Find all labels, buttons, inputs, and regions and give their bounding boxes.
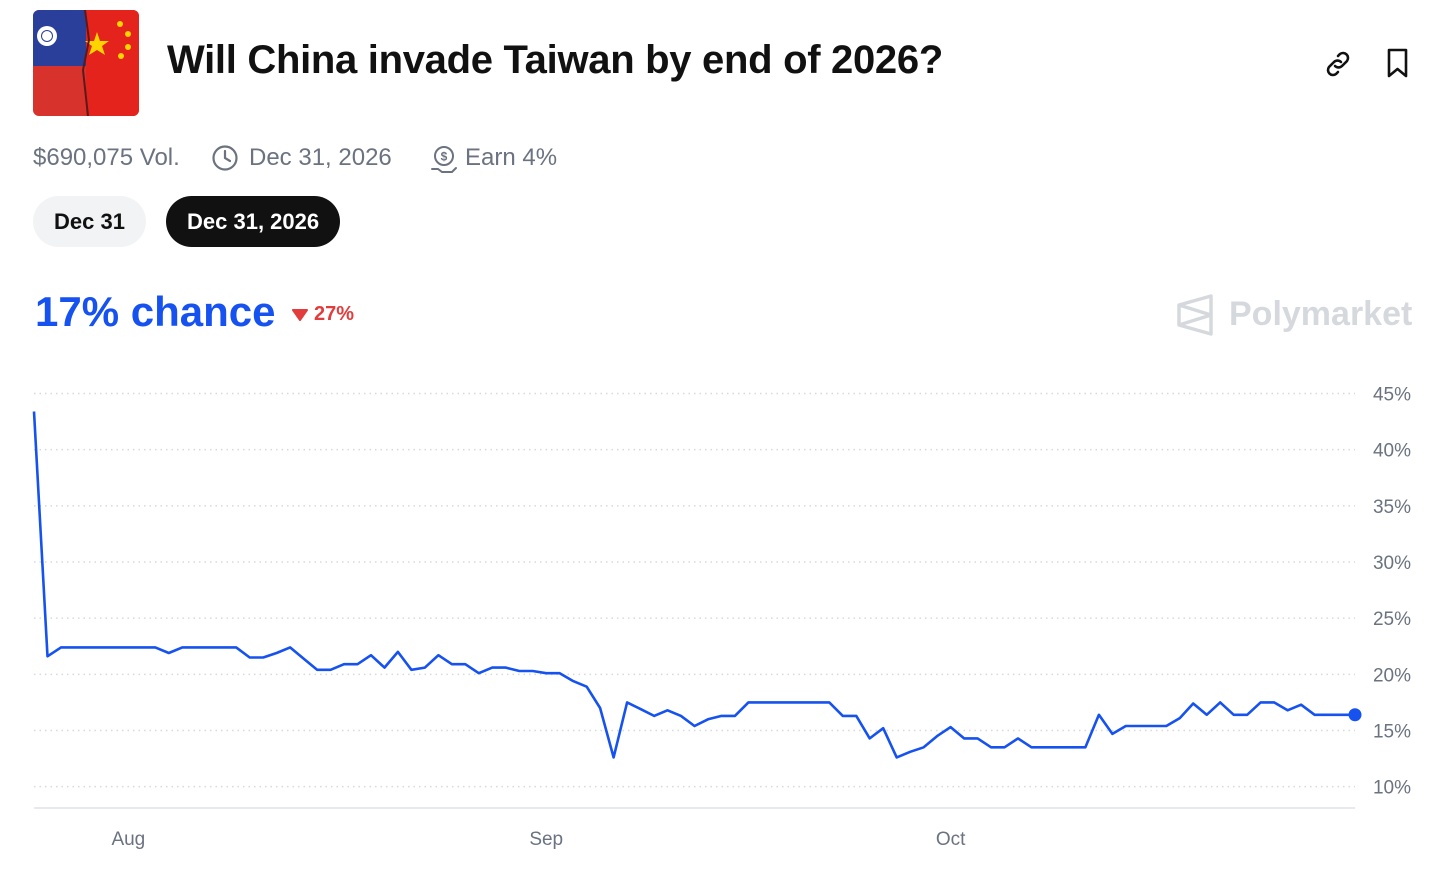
y-tick-label: 25%	[1373, 609, 1411, 630]
svg-text:$: $	[441, 150, 448, 164]
x-tick-label: Aug	[111, 829, 145, 850]
reward: Earn 4%	[465, 144, 558, 171]
y-tick-label: 40%	[1373, 441, 1411, 462]
y-tick-label: 35%	[1373, 497, 1411, 518]
last-point	[1348, 708, 1362, 722]
chance-change: 27%	[314, 303, 355, 325]
down-arrow	[292, 309, 308, 321]
y-tick-label: 30%	[1373, 553, 1411, 574]
copy-link-button[interactable]	[1322, 48, 1354, 80]
volume: $690,075 Vol.	[33, 144, 180, 171]
x-tick-label: Oct	[936, 829, 966, 850]
y-tick-label: 15%	[1373, 721, 1411, 742]
date-tab-active[interactable]: Dec 31, 2026	[166, 196, 341, 247]
market-image	[33, 10, 139, 116]
date-tab[interactable]: Dec 31	[33, 196, 146, 247]
price-line	[32, 411, 1355, 759]
y-tick-label: 20%	[1373, 665, 1411, 686]
brand-logo	[1177, 294, 1213, 336]
clock-icon	[212, 145, 238, 171]
y-tick-label: 45%	[1373, 384, 1411, 405]
brand-name: Polymarket	[1229, 295, 1413, 333]
earn-icon: $	[431, 146, 457, 173]
bookmark-button[interactable]	[1384, 47, 1412, 79]
x-tick-label: Sep	[529, 829, 563, 850]
end-date: Dec 31, 2026	[249, 144, 392, 171]
chance: 17% chance	[35, 288, 276, 335]
market-title: Will China invade Taiwan by end of 2026?	[167, 38, 943, 82]
y-tick-label: 10%	[1373, 778, 1411, 799]
